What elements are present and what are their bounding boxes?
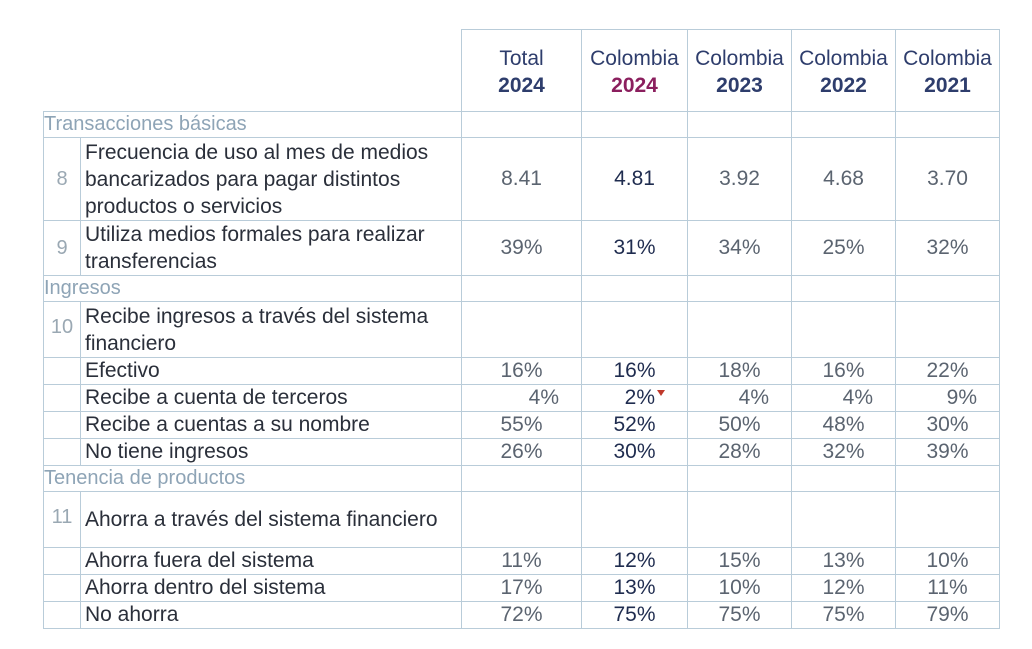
cell-value: 39% [461,220,582,276]
col-header-colombia-2023: Colombia 2023 [687,29,792,112]
cell-value: 11% [895,574,1000,602]
cell-value: 31% [581,220,688,276]
col-label: Colombia [903,47,992,70]
table-row: Recibe a cuenta de terceros 4% 2% 4% 4% … [43,384,1000,412]
col-label: Colombia [799,47,888,70]
row-label: Ahorra a través del sistema financiero [80,491,462,548]
table-row: No ahorra 72% 75% 75% 75% 79% [43,601,1000,629]
cell-value: 11% [461,547,582,575]
col-label: Colombia [695,47,784,70]
section-title: Ingresos [43,275,462,302]
cell-value: 72% [461,601,582,629]
red-down-triangle-icon [657,390,665,396]
cell-value: 55% [461,411,582,439]
col-header-colombia-2024: Colombia 2024 [581,29,688,112]
col-year: 2021 [924,74,971,97]
cell-value: 12% [581,547,688,575]
row-label: Ahorra dentro del sistema [80,574,462,602]
row-label: Efectivo [80,357,462,385]
cell-value: 16% [581,357,688,385]
cell-value: 22% [895,357,1000,385]
cell-value: 4% [687,384,792,412]
cell-value: 48% [791,411,896,439]
cell-value: 39% [895,438,1000,466]
row-label: Recibe ingresos a través del sistema fin… [80,301,462,358]
table-row: Efectivo 16% 16% 18% 16% 22% [43,357,1000,385]
cell-value: 26% [461,438,582,466]
section-row: Tenencia de productos [43,465,1000,492]
cell-value: 16% [791,357,896,385]
cell-value: 79% [895,601,1000,629]
table-row: 8 Frecuencia de uso al mes de medios ban… [43,137,1000,221]
cell-value: 10% [687,574,792,602]
row-number: 8 [43,137,81,221]
cell-value: 32% [791,438,896,466]
cell-value: 32% [895,220,1000,276]
cell-value: 34% [687,220,792,276]
cell-value: 28% [687,438,792,466]
cell-value: 12% [791,574,896,602]
section-row: Ingresos [43,275,1000,302]
row-number: 10 [43,301,81,358]
cell-value: 9% [895,384,1000,412]
cell-value: 75% [791,601,896,629]
cell-value: 50% [687,411,792,439]
cell-value: 25% [791,220,896,276]
cell-value: 4% [791,384,896,412]
cell-value: 4% [461,384,582,412]
cell-value: 75% [687,601,792,629]
col-year: 2023 [716,74,763,97]
header-blank [43,29,462,112]
cell-value: 3.70 [895,137,1000,221]
col-year: 2024 [611,74,658,97]
col-year: 2022 [820,74,867,97]
cell-value: 2% [581,384,688,412]
row-number: 11 [43,491,81,548]
cell-value: 18% [687,357,792,385]
row-label: Utiliza medios formales para realizar tr… [80,220,462,276]
col-header-total-2024: Total 2024 [461,29,582,112]
cell-value-text: 2% [624,386,655,409]
cell-value: 3.92 [687,137,792,221]
section-title: Transacciones básicas [43,111,462,138]
cell-value: 30% [895,411,1000,439]
cell-value: 10% [895,547,1000,575]
col-label: Colombia [590,47,679,70]
table-row: Ahorra dentro del sistema 17% 13% 10% 12… [43,574,1000,602]
col-header-colombia-2021: Colombia 2021 [895,29,1000,112]
table-row: 11 Ahorra a través del sistema financier… [43,491,1000,548]
col-label: Total [499,47,544,70]
cell-value: 16% [461,357,582,385]
row-label: Recibe a cuentas a su nombre [80,411,462,439]
cell-value: 30% [581,438,688,466]
row-label: No tiene ingresos [80,438,462,466]
row-label: Ahorra fuera del sistema [80,547,462,575]
col-year: 2024 [498,74,545,97]
table-row: Ahorra fuera del sistema 11% 12% 15% 13%… [43,547,1000,575]
cell-value: 52% [581,411,688,439]
table-row: 9 Utiliza medios formales para realizar … [43,220,1000,276]
cell-value: 13% [791,547,896,575]
cell-value: 17% [461,574,582,602]
financial-inclusion-table: Total 2024 Colombia 2024 Colombia 2023 Colo… [43,29,1000,629]
table-row: No tiene ingresos 26% 30% 28% 32% 39% [43,438,1000,466]
cell-value: 15% [687,547,792,575]
row-label: Recibe a cuenta de terceros [80,384,462,412]
cell-value: 4.81 [581,137,688,221]
cell-value: 13% [581,574,688,602]
col-header-colombia-2022: Colombia 2022 [791,29,896,112]
table-row: 10 Recibe ingresos a través del sistema … [43,301,1000,358]
row-label: Frecuencia de uso al mes de medios banca… [80,137,462,221]
cell-value: 75% [581,601,688,629]
table-row: Recibe a cuentas a su nombre 55% 52% 50%… [43,411,1000,439]
section-title: Tenencia de productos [43,465,462,492]
header-row: Total 2024 Colombia 2024 Colombia 2023 Colo… [43,29,1000,112]
row-label: No ahorra [80,601,462,629]
cell-value: 4.68 [791,137,896,221]
cell-value: 8.41 [461,137,582,221]
row-number: 9 [43,220,81,276]
section-row: Transacciones básicas [43,111,1000,138]
